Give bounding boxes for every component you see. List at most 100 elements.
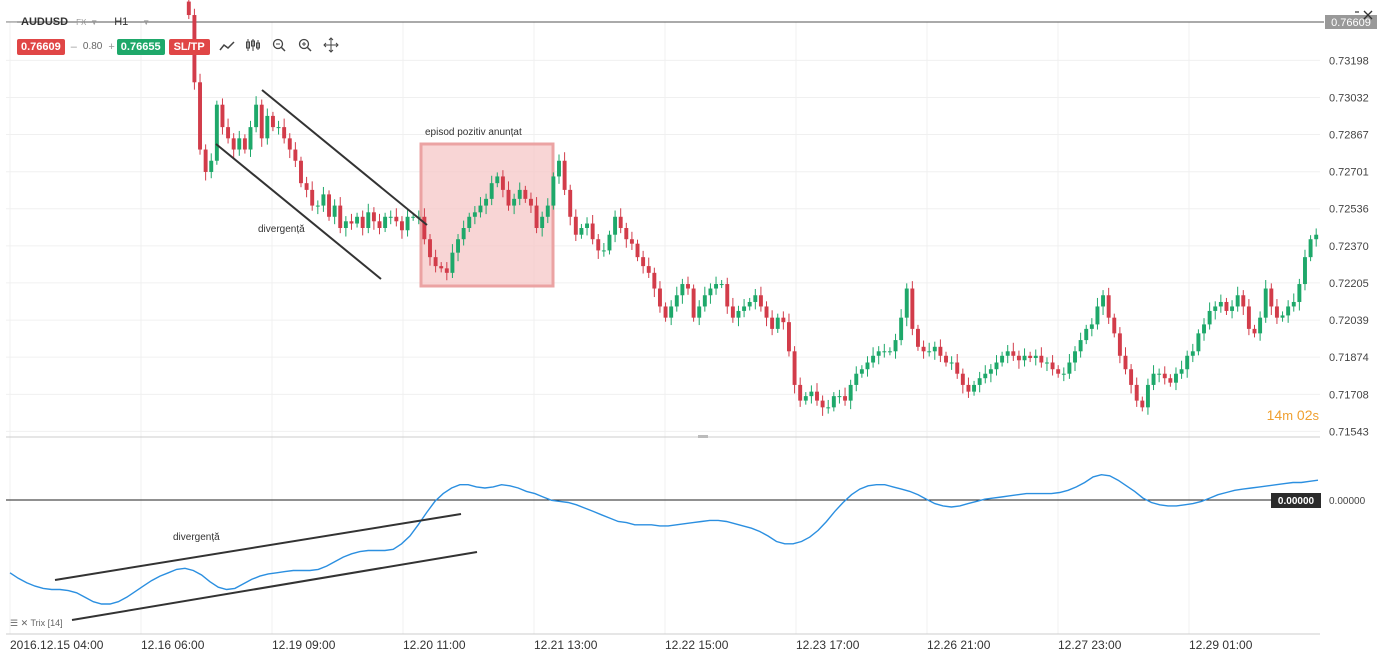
candle bbox=[1084, 324, 1089, 345]
candle bbox=[573, 209, 578, 242]
candle bbox=[1033, 349, 1038, 366]
x-tick-label: 12.23 17:00 bbox=[796, 638, 860, 652]
candle bbox=[657, 281, 662, 313]
candle bbox=[1123, 347, 1128, 375]
candle bbox=[265, 108, 270, 145]
candle bbox=[826, 399, 831, 414]
candle bbox=[1050, 355, 1055, 376]
candle bbox=[725, 277, 730, 314]
candle bbox=[1151, 365, 1156, 391]
candle bbox=[932, 341, 937, 360]
x-tick-label: 12.29 01:00 bbox=[1189, 638, 1253, 652]
candle bbox=[798, 377, 803, 407]
candle bbox=[1134, 377, 1139, 407]
plus-icon[interactable]: + bbox=[108, 40, 115, 53]
candle bbox=[1190, 343, 1195, 363]
candle bbox=[1230, 300, 1235, 319]
candle bbox=[972, 380, 977, 396]
candle bbox=[697, 300, 702, 326]
candle bbox=[691, 284, 696, 322]
candle bbox=[871, 347, 876, 368]
candle bbox=[1258, 311, 1263, 341]
candle bbox=[680, 278, 685, 304]
candle bbox=[893, 333, 898, 359]
candle bbox=[371, 207, 376, 230]
y-tick-label: 0.72039 bbox=[1329, 315, 1369, 327]
candle bbox=[899, 309, 904, 346]
candle bbox=[1286, 300, 1291, 323]
candle bbox=[461, 220, 466, 246]
candle bbox=[557, 154, 561, 184]
price-channel-lower-line bbox=[215, 143, 382, 280]
candle bbox=[988, 364, 993, 383]
y-tick-label: 0.71543 bbox=[1329, 426, 1369, 438]
candle bbox=[1089, 318, 1094, 337]
candle bbox=[854, 366, 859, 392]
candle bbox=[551, 172, 556, 210]
candle bbox=[753, 288, 758, 310]
candle bbox=[1157, 368, 1162, 383]
x-tick-label: 12.21 13:00 bbox=[534, 638, 598, 652]
y-tick-label: 0.72536 bbox=[1329, 204, 1369, 216]
trix-indicator-label: ☰ ✕ Trix [14] bbox=[10, 618, 63, 629]
candle bbox=[949, 356, 954, 370]
indicator-icon[interactable] bbox=[244, 38, 262, 55]
timeframe-chevron-icon[interactable]: ▼ bbox=[142, 17, 151, 27]
candle bbox=[686, 276, 690, 295]
candle bbox=[467, 212, 472, 233]
close-icon[interactable] bbox=[1363, 10, 1373, 20]
quantity-input[interactable]: 0.80 bbox=[82, 41, 103, 52]
candle bbox=[1078, 332, 1083, 358]
x-tick-label: 2016.12.15 04:00 bbox=[10, 638, 104, 652]
symbol-label[interactable]: AUDUSD bbox=[21, 16, 69, 28]
indicator-menu-icon[interactable]: ☰ bbox=[10, 618, 19, 628]
candle bbox=[1235, 286, 1240, 312]
candle bbox=[528, 192, 533, 213]
candle bbox=[248, 120, 253, 157]
buy-button[interactable]: 0.76655 bbox=[116, 38, 165, 55]
candle bbox=[585, 217, 590, 236]
chevron-down-icon[interactable]: ▼ bbox=[90, 17, 99, 27]
collapse-icon[interactable]: — bbox=[6, 16, 17, 28]
minus-icon[interactable]: – bbox=[70, 40, 77, 53]
indicator-remove-icon[interactable]: ✕ bbox=[20, 618, 29, 628]
candle bbox=[613, 210, 618, 243]
timer-seconds: 02 bbox=[1296, 407, 1313, 423]
candle bbox=[758, 286, 763, 312]
x-tick-label: 12.27 23:00 bbox=[1058, 638, 1122, 652]
candle bbox=[444, 262, 449, 281]
timeframe-label[interactable]: H1 bbox=[114, 16, 129, 28]
candle bbox=[590, 214, 595, 245]
candle bbox=[1269, 283, 1274, 315]
candle bbox=[966, 377, 971, 398]
y-tick-label: 0.72867 bbox=[1329, 130, 1369, 142]
candle bbox=[304, 176, 309, 198]
candle bbox=[607, 230, 612, 255]
candle bbox=[1263, 280, 1268, 323]
candle bbox=[405, 209, 410, 237]
candle bbox=[1241, 290, 1246, 315]
pane-resize-handle[interactable] bbox=[698, 435, 708, 438]
candle bbox=[876, 346, 881, 365]
crosshair-icon[interactable] bbox=[322, 37, 340, 56]
candle bbox=[820, 395, 825, 416]
candle bbox=[1207, 302, 1212, 330]
candle bbox=[1061, 367, 1066, 382]
candle bbox=[399, 216, 404, 239]
candle bbox=[960, 368, 965, 394]
zoom-out-icon[interactable] bbox=[270, 38, 288, 55]
sell-button[interactable]: 0.76609 bbox=[17, 38, 65, 55]
x-tick-label: 12.16 06:00 bbox=[141, 638, 205, 652]
candle bbox=[904, 283, 909, 327]
candle bbox=[562, 152, 567, 196]
sltp-button[interactable]: SL/TP bbox=[168, 38, 210, 55]
trend-line-icon[interactable] bbox=[218, 39, 236, 55]
zoom-in-icon[interactable] bbox=[296, 38, 314, 55]
candle bbox=[472, 206, 477, 225]
candle bbox=[343, 216, 348, 237]
y-tick-label: 0.73032 bbox=[1329, 93, 1369, 105]
trix-name: Trix [14] bbox=[30, 618, 63, 628]
candle bbox=[882, 343, 887, 358]
candle bbox=[377, 213, 382, 235]
